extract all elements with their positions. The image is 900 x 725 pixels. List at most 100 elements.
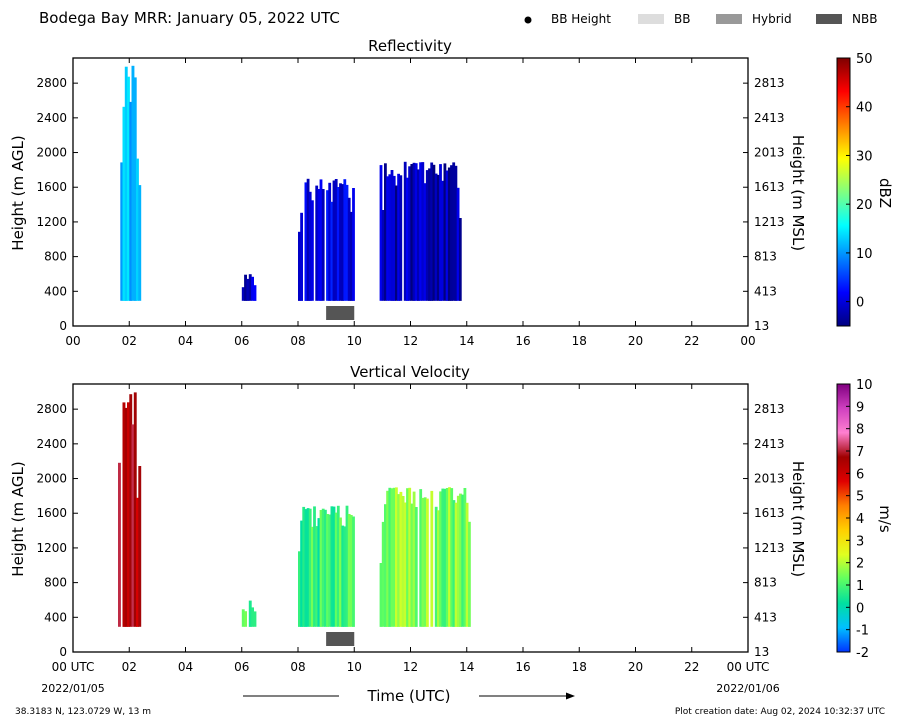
reflectivity-y-label-msl: Height (m MSL): [789, 135, 807, 251]
reflectivity-precip-strip: [397, 173, 400, 301]
reflectivity-y-tick-label: 2400: [36, 111, 67, 125]
reflectivity-y-tick-label-right: 813: [754, 250, 777, 264]
velocity-precip-strip: [430, 490, 434, 627]
reflectivity-precip-strip: [347, 197, 351, 301]
reflectivity-precip-strip: [334, 179, 338, 301]
reflectivity-precip-strip: [450, 165, 453, 301]
velocity-precip-strip: [248, 600, 252, 627]
reflectivity-x-tick-label: 16: [515, 334, 530, 348]
reflectivity-precip-strip: [388, 174, 392, 301]
velocity-precip-strip: [379, 563, 383, 627]
velocity-colorbar-tick-label: 0: [856, 601, 864, 616]
velocity-precip-strip: [403, 502, 407, 627]
reflectivity-precip-strip: [452, 162, 456, 301]
velocity-precip-strip: [311, 526, 314, 627]
bb-legend: BB Height BB Hybrid NBB: [524, 12, 877, 26]
velocity-precip-strip: [410, 503, 414, 627]
reflectivity-precip-strip: [241, 287, 245, 301]
velocity-x-tick-label: 10: [347, 660, 362, 674]
velocity-precip-strip: [298, 551, 301, 627]
velocity-precip-strip: [401, 496, 405, 627]
velocity-precip-strip: [244, 611, 247, 627]
reflectivity-precip-strip: [328, 182, 332, 301]
velocity-precip-strip: [397, 494, 400, 627]
velocity-precip-strip: [450, 488, 454, 627]
velocity-precip-strip: [339, 517, 342, 627]
reflectivity-precip-strip: [251, 276, 254, 301]
reflectivity-y-tick-label: 2800: [36, 76, 67, 90]
velocity-colorbar-tick-label: -2: [856, 646, 869, 661]
figure-title: Bodega Bay MRR: January 05, 2022 UTC: [39, 9, 340, 27]
velocity-precip-strip: [336, 505, 340, 627]
velocity-y-tick-label: 400: [44, 610, 67, 624]
legend-swatch-nbb: [816, 14, 842, 24]
reflectivity-precip-strip: [124, 66, 128, 301]
reflectivity-y-tick-label-right: 1613: [754, 180, 785, 194]
velocity-colorbar-tick-label: 10: [856, 378, 873, 393]
reflectivity-x-tick-label: 10: [347, 334, 362, 348]
velocity-precip-strip: [308, 508, 312, 627]
reflectivity-precip-strip: [403, 161, 407, 301]
velocity-title: Vertical Velocity: [350, 363, 470, 381]
velocity-y-tick-label: 1200: [36, 541, 67, 555]
reflectivity-colorbar-tick-label: 20: [856, 198, 873, 213]
reflectivity-precip-strip: [384, 163, 387, 301]
reflectivity-precip-strip: [445, 170, 449, 301]
reflectivity-x-tick-label: 02: [122, 334, 137, 348]
reflectivity-precip-strip: [120, 162, 124, 301]
velocity-x-tick-label: 14: [459, 660, 474, 674]
reflectivity-y-tick-label: 800: [44, 250, 67, 264]
legend-label-nbb: NBB: [852, 12, 877, 26]
velocity-colorbar-tick-label: 9: [856, 400, 864, 415]
velocity-precip-strip: [321, 508, 325, 627]
reflectivity-precip-strip: [379, 165, 383, 301]
reflectivity-colorbar-tick-label: 10: [856, 247, 873, 262]
reflectivity-precip-strip: [326, 190, 329, 301]
reflectivity-precip-strip: [136, 158, 139, 301]
velocity-y-tick-label-right: 2813: [754, 402, 785, 416]
velocity-precip-strip: [317, 518, 321, 627]
velocity-precip-strip: [445, 488, 449, 627]
reflectivity-precip-strip: [341, 184, 345, 301]
velocity-precip-strip: [328, 514, 332, 627]
legend-swatch-hybrid: [716, 14, 742, 24]
velocity-y-tick-label-right: 413: [754, 610, 777, 624]
reflectivity-colorbar-tick-label: 0: [856, 296, 864, 311]
reflectivity-precip-strip: [352, 188, 355, 301]
reflectivity-colorbar-label: dBZ: [876, 178, 894, 208]
reflectivity-precip-strip: [244, 274, 247, 301]
creation-date: Plot creation date: Aug 02, 2024 10:32:3…: [675, 707, 885, 717]
velocity-precip-strip: [131, 424, 135, 627]
velocity-precip-strip: [439, 491, 442, 627]
reflectivity-colorbar-tick-label: 50: [856, 52, 873, 67]
velocity-precip-strip: [441, 488, 445, 627]
velocity-colorbar-tick-label: -1: [856, 624, 869, 639]
reflectivity-x-tick-label: 04: [178, 334, 193, 348]
velocity-precip-strip: [319, 510, 323, 627]
velocity-precip-strip: [349, 515, 353, 627]
reflectivity-x-tick-label: 22: [684, 334, 699, 348]
reflectivity-y-tick-label-right: 2413: [754, 111, 785, 125]
velocity-precip-strip: [324, 509, 327, 627]
reflectivity-precip-strip: [456, 187, 460, 301]
velocity-precip-strip: [122, 402, 126, 627]
velocity-x-tick-label: 12: [403, 660, 418, 674]
reflectivity-title: Reflectivity: [368, 37, 452, 55]
velocity-colorbar-tick-label: 5: [856, 490, 864, 505]
reflectivity-precip-strip: [315, 185, 319, 301]
velocity-precip-strip: [345, 505, 349, 627]
reflectivity-y-tick-label: 0: [59, 319, 67, 333]
reflectivity-precip-strip: [417, 169, 420, 301]
reflectivity-bb-type-bar-nbb: [326, 306, 355, 320]
velocity-precip-strip: [388, 487, 392, 627]
reflectivity-colorbar-tick-label: 40: [856, 101, 873, 116]
velocity-y-label-agl: Height (m AGL): [9, 461, 27, 576]
reflectivity-precip-strip: [432, 164, 436, 301]
reflectivity-precip-strip: [138, 185, 142, 301]
velocity-colorbar-label: m/s: [876, 505, 894, 533]
velocity-precip-strip: [454, 502, 458, 627]
velocity-precip-strip: [465, 502, 469, 627]
reflectivity-precip-strip: [425, 170, 429, 301]
velocity-precip-strip: [419, 489, 423, 627]
velocity-precip-strip: [381, 521, 385, 627]
